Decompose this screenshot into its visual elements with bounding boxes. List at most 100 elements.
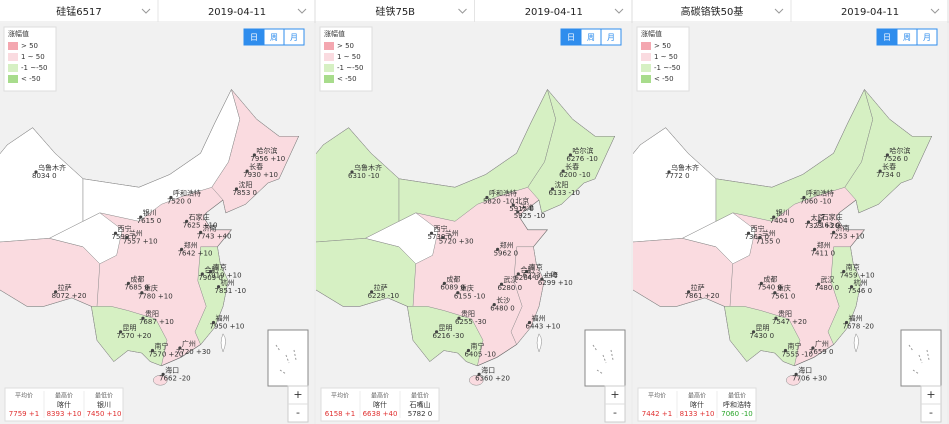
map — [316, 88, 616, 386]
city-dot — [477, 372, 481, 376]
period-label[interactable]: 日 — [567, 33, 575, 42]
city-dot — [141, 316, 145, 320]
price: 6200 — [559, 171, 577, 179]
price: 7743 — [197, 232, 215, 240]
price: 6155 — [454, 293, 472, 301]
price: 7625 — [183, 221, 201, 229]
period-label[interactable]: 月 — [923, 33, 931, 42]
city-name: 重庆 — [460, 284, 474, 293]
city-name: 乌鲁木齐 — [671, 163, 699, 172]
city-price: 7155 0 — [756, 237, 781, 245]
price: 7323 — [804, 222, 822, 230]
price: 7615 — [137, 217, 155, 225]
province-region — [827, 246, 862, 345]
city-dot — [496, 247, 500, 251]
zoom-button[interactable]: + — [610, 388, 619, 401]
city-price: 5720 +30 — [439, 237, 474, 245]
change: -10 — [534, 212, 545, 220]
period-label[interactable]: 周 — [270, 33, 278, 42]
city-name: 拉萨 — [691, 283, 705, 292]
change: +20 — [495, 374, 510, 382]
change: +10 — [270, 155, 285, 163]
city-name: 成都 — [763, 274, 777, 283]
hainan — [153, 375, 168, 386]
city-name: 福州 — [849, 313, 863, 322]
price: 7546 — [848, 287, 866, 295]
summary-box — [637, 387, 757, 422]
city-dot — [200, 272, 204, 276]
change: +30 — [459, 237, 474, 245]
legend-label: < -50 — [21, 75, 41, 83]
dropdown-chevron — [614, 8, 624, 14]
city-name: 杭州 — [854, 278, 868, 287]
map — [633, 88, 933, 386]
change: 0 — [770, 332, 774, 340]
city-dot — [540, 277, 544, 281]
period-label[interactable]: 日 — [883, 33, 891, 42]
change: 0 — [835, 284, 839, 292]
city-price: 7404 0 — [770, 217, 795, 225]
product-select[interactable]: 高碳铬铁50基 — [681, 5, 744, 18]
legend-label: < -50 — [654, 75, 674, 83]
summary-label: 最高价 — [371, 392, 389, 400]
city-name: 银川 — [143, 208, 157, 217]
city-dot — [457, 316, 461, 320]
price: 7480 — [815, 284, 833, 292]
period-button[interactable] — [916, 28, 938, 46]
change: +30 — [196, 348, 211, 356]
price: 7570 — [148, 351, 166, 359]
price: 6228 — [368, 292, 386, 300]
city-dot — [442, 281, 446, 285]
city-name: 天津 — [520, 204, 534, 212]
city-name: 南京 — [529, 262, 543, 271]
price: 7520 — [167, 198, 185, 206]
price: 7662 — [159, 374, 177, 382]
date-select[interactable]: 2019-04-11 — [525, 7, 583, 18]
change: -10 — [485, 351, 496, 359]
city-price: 7625 +10 — [183, 221, 218, 229]
change: +10 — [700, 410, 715, 418]
product-select[interactable]: 硅锰6517 — [56, 5, 101, 18]
city-name: 南宁 — [470, 342, 484, 351]
zoom-button[interactable]: + — [293, 388, 302, 401]
city-dot — [806, 220, 811, 224]
city-price: 7430 0 — [750, 332, 775, 340]
price: 7442 — [642, 410, 660, 418]
date-select[interactable]: 2019-04-11 — [841, 7, 899, 18]
period-label[interactable]: 月 — [290, 33, 298, 42]
city-name: 郑州 — [500, 241, 514, 249]
period-label[interactable]: 周 — [903, 33, 911, 42]
period-button[interactable] — [283, 28, 305, 46]
city-name: 西宁 — [751, 224, 765, 233]
period-button[interactable] — [600, 28, 622, 46]
city-dot — [466, 348, 471, 353]
summary-city: 喀什 — [57, 400, 71, 409]
city-price: 5962 0 — [494, 249, 519, 257]
city-price: 7570 +20 — [117, 332, 152, 340]
period-label[interactable]: 日 — [250, 33, 258, 42]
period-label[interactable]: 月 — [607, 33, 615, 42]
period-label[interactable]: 周 — [587, 33, 595, 42]
product-select[interactable]: 硅铁75B — [375, 5, 415, 18]
summary-value: 6158 +1 — [325, 410, 355, 418]
change: 0 — [777, 283, 781, 291]
price: 6299 — [538, 279, 556, 287]
price: 5720 — [439, 237, 457, 245]
city-price: 8034 0 — [32, 172, 57, 180]
zoom-button[interactable]: - — [929, 406, 933, 419]
city-dot — [54, 290, 58, 294]
zoom-button[interactable]: - — [613, 406, 617, 419]
date-select[interactable]: 2019-04-11 — [208, 7, 266, 18]
change: 0 — [790, 217, 794, 225]
city-name: 昆明 — [756, 324, 770, 332]
zoom-button[interactable]: + — [926, 388, 935, 401]
price: 5925 — [514, 212, 532, 220]
summary-label: 最低价 — [411, 392, 429, 400]
zoom-button[interactable]: - — [296, 406, 300, 419]
city-price: 6360 +20 — [475, 374, 510, 382]
price: 6360 — [475, 374, 493, 382]
city-name: 成都 — [130, 274, 144, 283]
city-dot — [885, 153, 889, 157]
